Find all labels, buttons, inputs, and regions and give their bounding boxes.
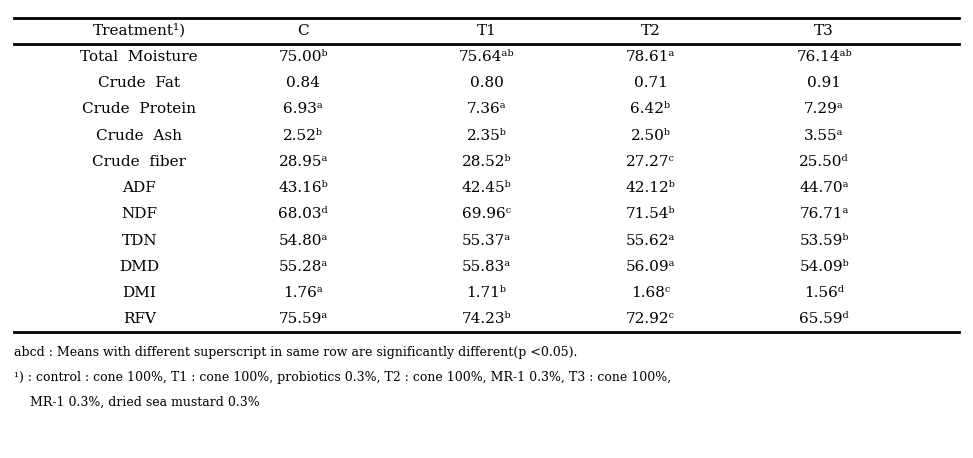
Text: 0.84: 0.84 [286,76,320,90]
Text: Crude  fiber: Crude fiber [92,155,186,169]
Text: TDN: TDN [122,234,157,248]
Text: 28.52ᵇ: 28.52ᵇ [461,155,512,169]
Text: 2.50ᵇ: 2.50ᵇ [631,129,670,143]
Text: 44.70ᵃ: 44.70ᵃ [800,181,849,195]
Text: 76.71ᵃ: 76.71ᵃ [800,207,848,221]
Text: Crude  Fat: Crude Fat [98,76,180,90]
Text: Crude  Ash: Crude Ash [96,129,182,143]
Text: 68.03ᵈ: 68.03ᵈ [278,207,328,221]
Text: RFV: RFV [123,312,156,326]
Text: MR-1 0.3%, dried sea mustard 0.3%: MR-1 0.3%, dried sea mustard 0.3% [14,395,260,409]
Text: 2.35ᵇ: 2.35ᵇ [467,129,506,143]
Text: 55.37ᵃ: 55.37ᵃ [462,234,511,248]
Text: ¹) : control : cone 100%, T1 : cone 100%, probiotics 0.3%, T2 : cone 100%, MR-1 : ¹) : control : cone 100%, T1 : cone 100%… [14,371,671,384]
Text: C: C [298,24,309,38]
Text: DMI: DMI [123,286,156,300]
Text: 1.76ᵃ: 1.76ᵃ [283,286,323,300]
Text: Treatment¹): Treatment¹) [92,24,186,38]
Text: NDF: NDF [122,207,158,221]
Text: 69.96ᶜ: 69.96ᶜ [462,207,511,221]
Text: 0.80: 0.80 [470,76,503,90]
Text: 54.80ᵃ: 54.80ᵃ [278,234,328,248]
Text: 76.14ᵃᵇ: 76.14ᵃᵇ [796,50,852,64]
Text: 7.36ᵃ: 7.36ᵃ [467,103,506,116]
Text: 6.42ᵇ: 6.42ᵇ [631,103,670,116]
Text: 78.61ᵃ: 78.61ᵃ [626,50,675,64]
Text: 55.83ᵃ: 55.83ᵃ [462,260,511,274]
Text: 27.27ᶜ: 27.27ᶜ [626,155,675,169]
Text: 53.59ᵇ: 53.59ᵇ [800,234,848,248]
Text: 55.62ᵃ: 55.62ᵃ [626,234,675,248]
Text: 56.09ᵃ: 56.09ᵃ [626,260,675,274]
Text: 2.52ᵇ: 2.52ᵇ [283,129,323,143]
Text: 55.28ᵃ: 55.28ᵃ [278,260,328,274]
Text: 75.00ᵇ: 75.00ᵇ [278,50,328,64]
Text: 65.59ᵈ: 65.59ᵈ [800,312,849,326]
Text: T1: T1 [477,24,496,38]
Text: 28.95ᵃ: 28.95ᵃ [278,155,328,169]
Text: 7.29ᵃ: 7.29ᵃ [805,103,844,116]
Text: 75.64ᵃᵇ: 75.64ᵃᵇ [458,50,515,64]
Text: ADF: ADF [123,181,156,195]
Text: 75.59ᵃ: 75.59ᵃ [278,312,328,326]
Text: Total  Moisture: Total Moisture [81,50,198,64]
Text: 74.23ᵇ: 74.23ᵇ [461,312,512,326]
Text: 3.55ᵃ: 3.55ᵃ [805,129,844,143]
Text: 43.16ᵇ: 43.16ᵇ [278,181,328,195]
Text: 25.50ᵈ: 25.50ᵈ [800,155,849,169]
Text: 6.93ᵃ: 6.93ᵃ [283,103,323,116]
Text: 1.68ᶜ: 1.68ᶜ [631,286,670,300]
Text: 72.92ᶜ: 72.92ᶜ [626,312,675,326]
Text: 1.71ᵇ: 1.71ᵇ [466,286,507,300]
Text: 42.12ᵇ: 42.12ᵇ [626,181,675,195]
Text: 42.45ᵇ: 42.45ᵇ [461,181,512,195]
Text: T2: T2 [640,24,661,38]
Text: 0.91: 0.91 [808,76,841,90]
Text: 54.09ᵇ: 54.09ᵇ [799,260,849,274]
Text: 71.54ᵇ: 71.54ᵇ [626,207,675,221]
Text: abcd : Means with different superscript in same row are significantly different(: abcd : Means with different superscript … [14,346,577,359]
Text: 0.71: 0.71 [633,76,667,90]
Text: Crude  Protein: Crude Protein [83,103,197,116]
Text: 1.56ᵈ: 1.56ᵈ [804,286,845,300]
Text: DMD: DMD [119,260,160,274]
Text: T3: T3 [814,24,834,38]
